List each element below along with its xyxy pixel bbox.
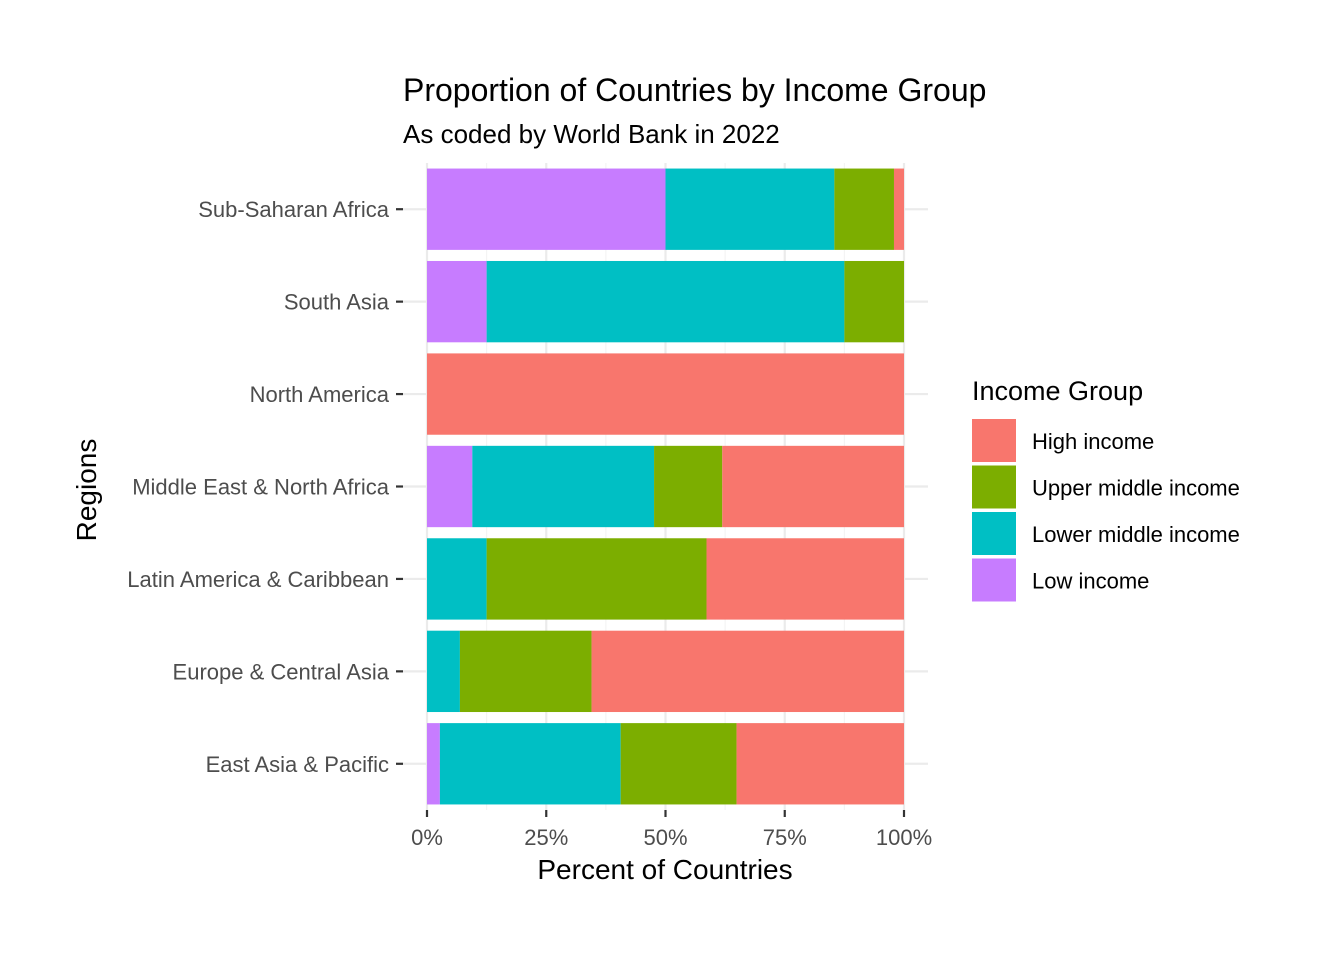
bar-sub-saharan-africa-lower-middle-income — [665, 168, 835, 250]
y-tick-label: Middle East & North Africa — [132, 475, 390, 500]
bar-south-asia-low-income — [427, 260, 487, 343]
bar-middle-east-and-north-africa-high-income — [722, 445, 904, 528]
y-tick-label: North America — [250, 382, 390, 407]
bar-latin-america-and-caribbean-lower-middle-income — [427, 538, 487, 620]
bar-south-asia-lower-middle-income — [486, 260, 845, 343]
legend-swatch-low-income — [972, 558, 1016, 602]
bar-east-asia-and-pacific-low-income — [427, 723, 440, 805]
legend-label-upper-middle-income: Upper middle income — [1032, 476, 1240, 501]
legend: Income Group High income Upper middle inc… — [972, 376, 1240, 602]
bar-sub-saharan-africa-upper-middle-income — [834, 168, 894, 250]
legend-swatch-lower-middle-income — [972, 512, 1016, 555]
y-tick-label: Europe & Central Asia — [173, 659, 390, 684]
x-tick-label: 100% — [876, 825, 932, 850]
bar-sub-saharan-africa-high-income — [893, 168, 904, 250]
chart-title: Proportion of Countries by Income Group — [403, 72, 986, 108]
bar-north-america-high-income — [427, 353, 904, 435]
bar-east-asia-and-pacific-lower-middle-income — [439, 723, 621, 805]
y-tick-label: South Asia — [284, 290, 390, 315]
chart-subtitle: As coded by World Bank in 2022 — [403, 119, 780, 149]
bar-middle-east-and-north-africa-lower-middle-income — [472, 445, 655, 528]
y-axis-title: Regions — [71, 439, 102, 542]
bars — [427, 168, 904, 805]
bar-sub-saharan-africa-low-income — [427, 168, 666, 250]
x-tick-label: 50% — [643, 825, 687, 850]
y-axis: East Asia & Pacific Europe & Central Asia… — [127, 197, 403, 777]
y-tick-label: East Asia & Pacific — [206, 752, 389, 777]
x-tick-label: 0% — [411, 825, 443, 850]
bar-europe-and-central-asia-lower-middle-income — [427, 630, 460, 713]
x-tick-label: 25% — [524, 825, 568, 850]
legend-title: Income Group — [972, 376, 1143, 406]
bar-latin-america-and-caribbean-high-income — [706, 538, 904, 620]
legend-swatch-upper-middle-income — [972, 465, 1016, 509]
bar-middle-east-and-north-africa-upper-middle-income — [654, 445, 723, 528]
legend-label-low-income: Low income — [1032, 569, 1149, 594]
legend-swatch-high-income — [972, 419, 1016, 462]
bar-south-asia-upper-middle-income — [844, 260, 904, 343]
bar-latin-america-and-caribbean-upper-middle-income — [486, 538, 707, 620]
bar-middle-east-and-north-africa-low-income — [427, 445, 473, 528]
x-tick-label: 75% — [763, 825, 807, 850]
bar-europe-and-central-asia-upper-middle-income — [459, 630, 592, 713]
bar-east-asia-and-pacific-upper-middle-income — [620, 723, 737, 805]
x-axis: 0% 25% 50% 75% 100% — [411, 810, 932, 850]
x-axis-title: Percent of Countries — [537, 854, 792, 885]
bar-east-asia-and-pacific-high-income — [736, 723, 904, 805]
y-tick-label: Latin America & Caribbean — [127, 567, 389, 592]
y-tick-label: Sub-Saharan Africa — [198, 197, 390, 222]
bar-europe-and-central-asia-high-income — [591, 630, 904, 713]
legend-label-lower-middle-income: Lower middle income — [1032, 522, 1240, 547]
legend-label-high-income: High income — [1032, 429, 1154, 454]
